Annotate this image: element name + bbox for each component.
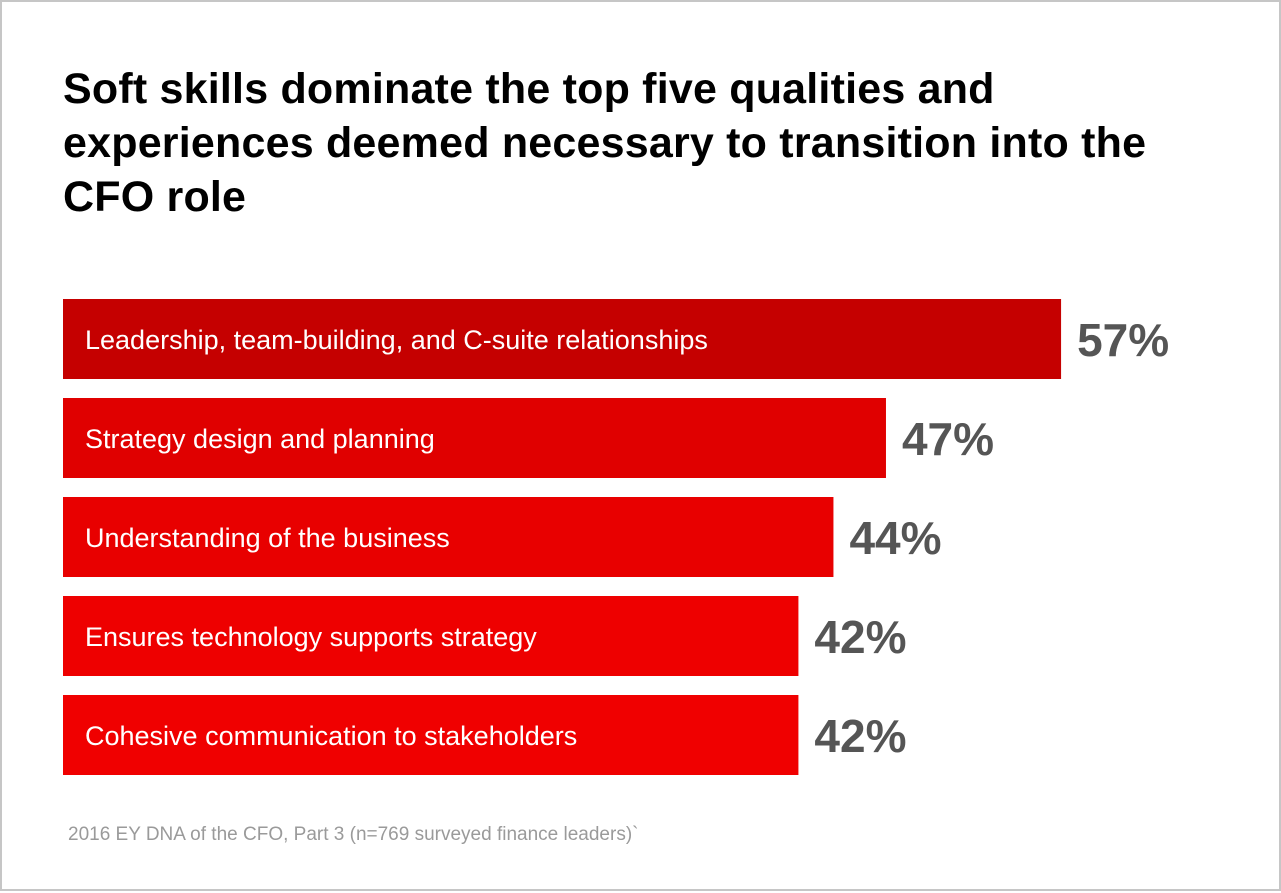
bar-label-2: Strategy design and planning [85, 424, 435, 454]
value-label-3: 44% [849, 512, 941, 564]
bar-3 [63, 497, 834, 577]
bar-4 [63, 596, 799, 676]
value-label-1: 57% [1077, 314, 1169, 366]
bar-label-4: Ensures technology supports strategy [85, 622, 537, 652]
bar-label-1: Leadership, team-building, and C-suite r… [85, 325, 708, 355]
value-label-5: 42% [814, 710, 906, 762]
bar-5 [63, 695, 799, 775]
bar-1 [63, 299, 1062, 379]
source-note: 2016 EY DNA of the CFO, Part 3 (n=769 su… [68, 824, 639, 845]
bar-label-3: Understanding of the business [85, 523, 450, 553]
value-label-2: 47% [902, 413, 994, 465]
bar-label-5: Cohesive communication to stakeholders [85, 721, 577, 751]
value-label-4: 42% [814, 611, 906, 663]
bar-2 [63, 398, 886, 478]
chart-title: Soft skills dominate the top five qualit… [63, 65, 1147, 221]
